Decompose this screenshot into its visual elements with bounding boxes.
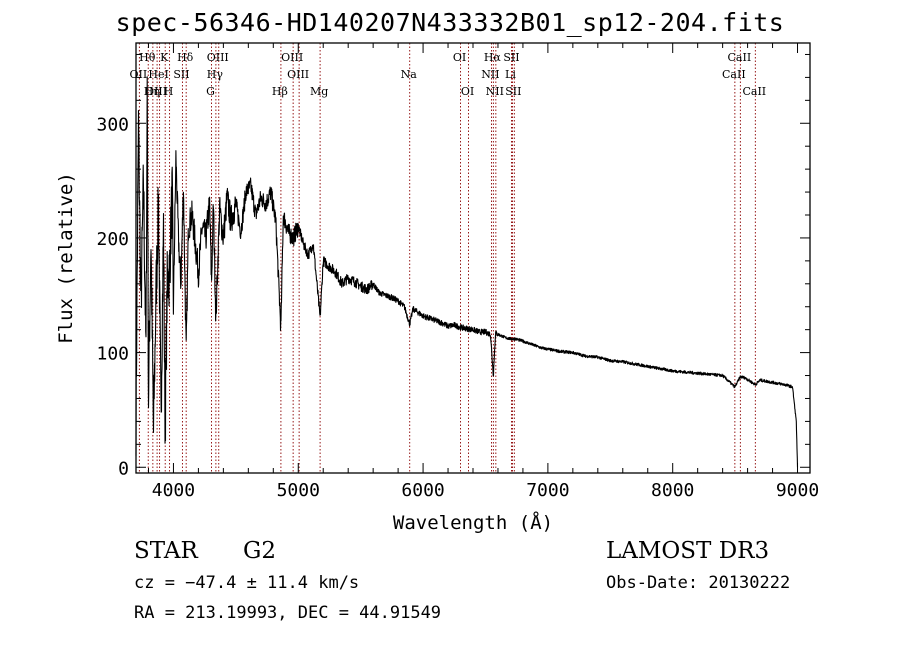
x-tick-label: 6000 — [401, 480, 444, 501]
spectral-line-label: Hα — [484, 51, 502, 64]
y-tick-label: 300 — [96, 114, 129, 135]
spectral-line-label: Na — [401, 68, 418, 81]
observation-date: Obs-Date: 20130222 — [606, 573, 791, 593]
spectral-line-label: NII — [486, 85, 504, 98]
spectral-line-label: SII — [505, 85, 521, 98]
object-class: STAR — [134, 538, 198, 564]
spectral-line-label: SII — [173, 68, 189, 81]
x-tick-label: 9000 — [776, 480, 819, 501]
spectral-line-label: CaII — [728, 51, 752, 64]
spectral-line-label: OII — [130, 68, 148, 81]
spectral-line-label: CaII — [742, 85, 766, 98]
y-axis-label: Flux (relative) — [55, 172, 77, 344]
y-tick-label: 0 — [118, 458, 129, 479]
spectral-line-label: HeI — [148, 68, 168, 81]
redshift-velocity: cz = −47.4 ± 11.4 km/s — [134, 573, 360, 593]
spectral-line-label: OIII — [281, 51, 303, 64]
flux-series-line — [135, 76, 799, 468]
spectral-line-label: Mg — [310, 85, 328, 98]
spectral-line-label: Hβ — [272, 85, 288, 98]
x-tick-label: 8000 — [651, 480, 694, 501]
spectral-line-label: SII — [503, 51, 519, 64]
spectral-line-label: H — [164, 85, 174, 98]
spectral-line-label: K — [160, 51, 169, 64]
spectral-line-label: Hγ — [207, 68, 224, 81]
sky-coordinates: RA = 213.19993, DEC = 44.91549 — [134, 603, 442, 623]
object-subclass: G2 — [243, 538, 277, 564]
x-tick-label: 4000 — [152, 480, 195, 501]
x-tick-label: 7000 — [526, 480, 569, 501]
spectral-line-label: OI — [461, 85, 474, 98]
spectral-line-label: Li — [505, 68, 516, 81]
spectral-line-label: NII — [481, 68, 499, 81]
spectral-line-label: OI — [453, 51, 466, 64]
x-axis-label: Wavelength (Å) — [393, 511, 553, 534]
spectral-line-label: OIII — [207, 51, 229, 64]
survey-name: LAMOST DR3 — [606, 538, 770, 564]
spectral-line-label: Hδ — [177, 51, 194, 64]
spectral-line-label: G — [206, 85, 215, 98]
spectral-line-label: OIII — [287, 68, 309, 81]
plot-frame — [135, 42, 811, 474]
x-tick-label: 5000 — [277, 480, 320, 501]
spectral-line-label: Hη — [144, 85, 160, 98]
spectral-line-label: Hθ — [139, 51, 156, 64]
y-tick-label: 100 — [96, 344, 129, 365]
chart-title: spec-56346-HD140207N433332B01_sp12-204.f… — [115, 8, 785, 37]
spectral-line-label: OIII — [145, 85, 167, 98]
y-tick-label: 200 — [96, 229, 129, 250]
spectral-line-label: CaII — [722, 68, 746, 81]
